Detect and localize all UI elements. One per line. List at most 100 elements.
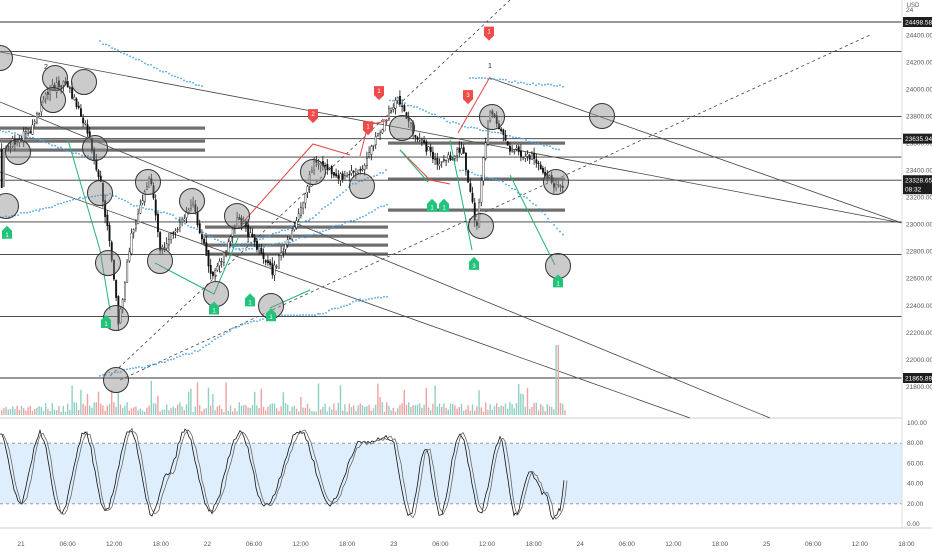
volume-bar	[267, 406, 269, 415]
band-dot	[158, 361, 160, 364]
band-dot	[2, 130, 4, 133]
candle-body	[346, 175, 349, 177]
candle-body	[500, 128, 503, 132]
pivot-circle	[468, 213, 494, 239]
candle-body	[198, 223, 201, 234]
volume-bar	[168, 410, 170, 415]
band-dot	[162, 70, 164, 73]
volume-bar	[155, 403, 157, 415]
price-badge-bg	[903, 373, 932, 383]
time-tick-label: 12:00	[479, 541, 496, 548]
volume-bar	[553, 409, 555, 415]
zigzag-up-line	[399, 149, 429, 183]
band-dot	[499, 78, 501, 81]
band-dot	[262, 237, 264, 240]
candle-body	[256, 240, 258, 250]
volume-bar	[355, 411, 357, 415]
volume-bar	[315, 411, 317, 415]
candle-body	[550, 175, 553, 183]
band-dot	[208, 343, 210, 346]
pivot-circle	[0, 193, 19, 219]
volume-bar	[111, 389, 113, 415]
candle-body	[405, 112, 408, 119]
candle-body	[396, 97, 399, 101]
candle-body	[445, 160, 448, 162]
volume-bar	[551, 407, 553, 415]
band-dot	[502, 78, 504, 81]
band-dot	[278, 231, 280, 234]
volume-bar	[240, 405, 243, 415]
osc-tick-label: 20.00	[907, 501, 924, 508]
volume-bar	[507, 408, 509, 415]
volume-bar	[135, 406, 137, 415]
price-tick-label: 22200.00	[906, 330, 932, 337]
candle-body	[410, 122, 412, 124]
volume-bar	[326, 411, 328, 415]
time-tick-label: 21	[17, 541, 25, 548]
sell-marker: 1	[484, 26, 494, 41]
volume-bar	[353, 405, 355, 415]
band-dot	[311, 314, 313, 316]
band-dot	[556, 85, 558, 87]
volume-bar	[190, 388, 192, 415]
candle-body	[537, 162, 540, 165]
band-dot	[529, 83, 531, 86]
band-dot	[180, 77, 182, 80]
band-dot	[379, 171, 381, 174]
band-dot	[556, 227, 558, 230]
volume-bar	[256, 405, 258, 415]
candle-body	[150, 178, 153, 185]
volume-bar	[548, 406, 551, 415]
band-dot	[51, 144, 53, 147]
band-dot	[173, 357, 175, 360]
candle-body	[392, 107, 395, 110]
candle-body	[60, 85, 63, 88]
band-dot	[552, 147, 554, 150]
candle-body	[181, 218, 184, 222]
band-dot	[142, 206, 144, 209]
candle-body	[324, 165, 327, 167]
band-dot	[347, 220, 349, 223]
band-dot	[214, 238, 216, 241]
candle-body	[317, 163, 320, 165]
band-dot	[247, 322, 249, 325]
candle-body	[381, 129, 384, 134]
band-dot	[331, 308, 333, 310]
candle-body	[436, 157, 439, 165]
band-dot	[8, 216, 10, 218]
volume-bar	[509, 402, 511, 415]
candlesticks	[0, 76, 564, 331]
volume-bar	[185, 404, 188, 415]
candle-body	[313, 161, 316, 171]
candle-body	[359, 168, 362, 171]
band-dot	[235, 248, 237, 250]
candle-body	[75, 98, 78, 107]
price-tick-label: 23000.00	[906, 222, 932, 229]
band-dot	[123, 52, 125, 55]
candle-body	[403, 105, 406, 112]
candle-body	[293, 226, 296, 231]
buy-marker-shape	[101, 315, 111, 329]
time-tick-label: 12:00	[292, 541, 309, 548]
price-tick-label: 22400.00	[906, 303, 932, 310]
candle-body	[200, 234, 203, 240]
band-dot	[166, 212, 168, 215]
channel-line	[0, 171, 691, 419]
volume-bar	[381, 402, 383, 415]
candle-body	[366, 158, 368, 167]
stoch-d-line	[2, 427, 568, 520]
candle-body	[25, 131, 27, 134]
time-tick-label: 24	[577, 541, 585, 548]
band-dot	[99, 40, 101, 42]
band-dot	[263, 246, 265, 248]
pivot-circle	[82, 135, 108, 161]
band-dot	[562, 233, 564, 236]
osc-tick-label: 40.00	[907, 481, 924, 488]
band-dot	[178, 219, 180, 222]
band-dot	[148, 208, 150, 211]
candle-body	[209, 265, 212, 274]
candle-body	[451, 158, 454, 161]
candle-body	[231, 228, 234, 237]
